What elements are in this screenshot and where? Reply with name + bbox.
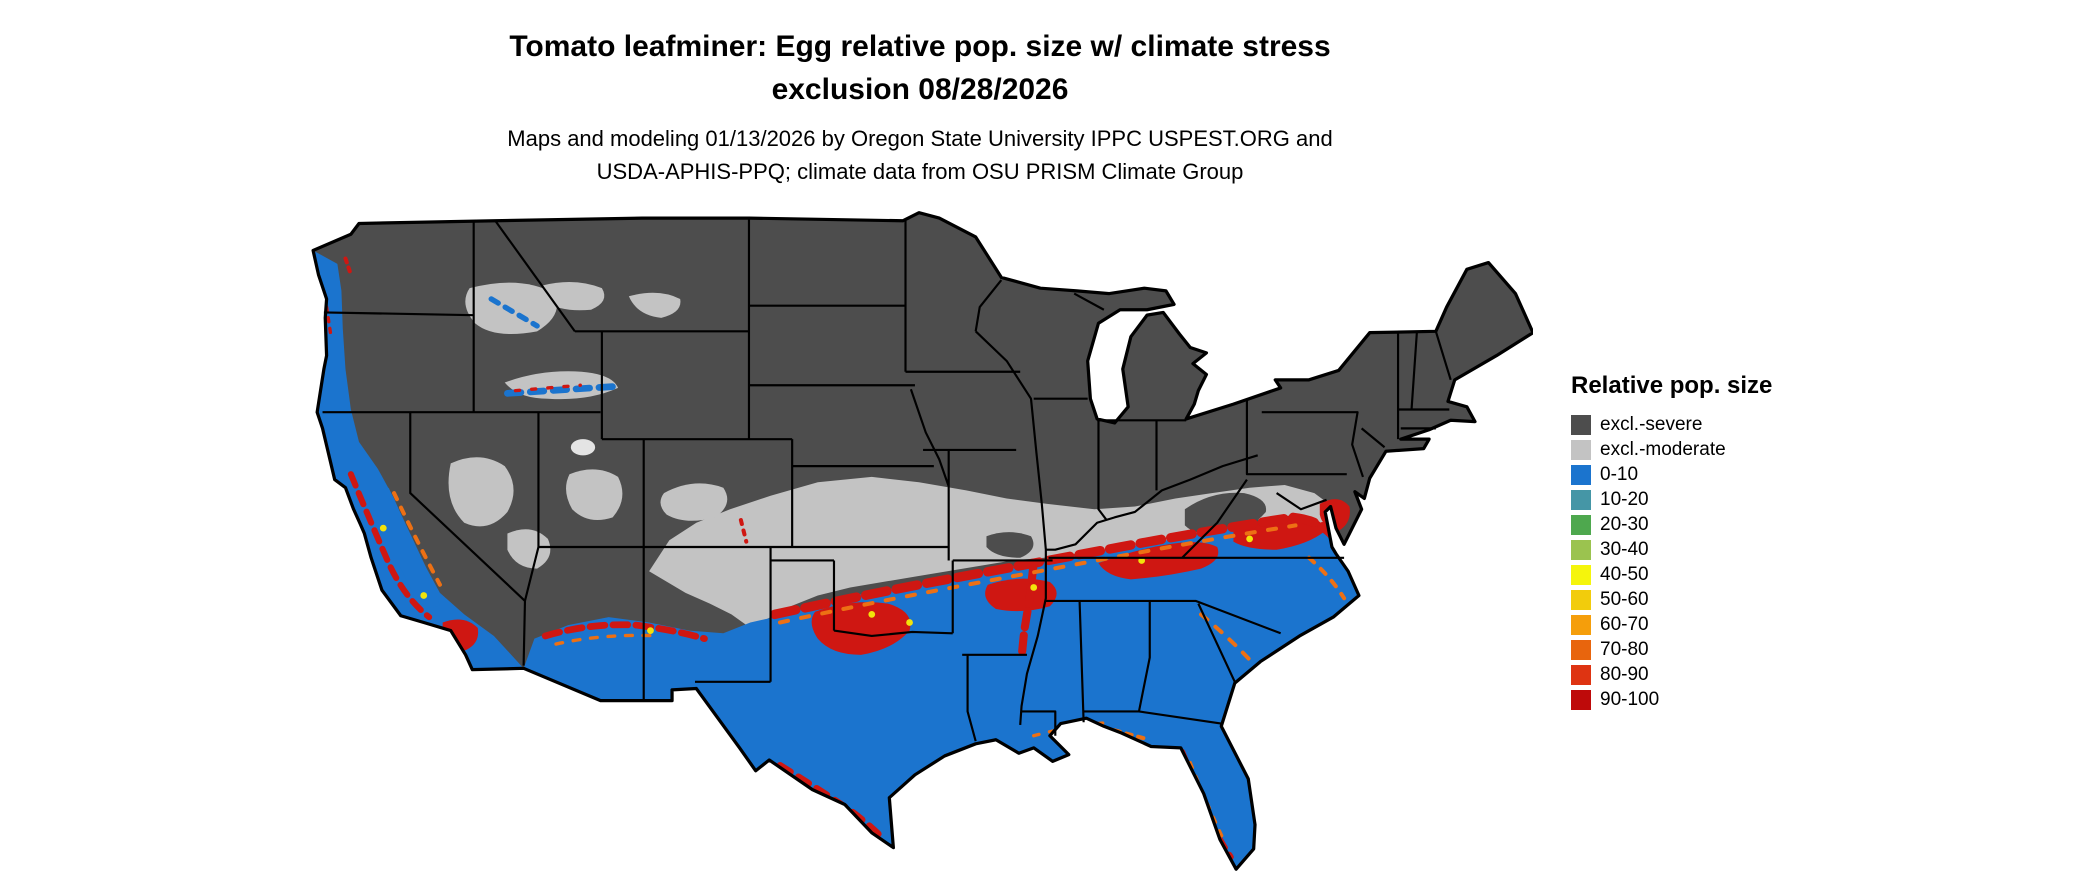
map-subtitle-line2: USDA-APHIS-PPQ; climate data from OSU PR… [596, 159, 1244, 184]
legend-swatch [1571, 614, 1591, 635]
legend-item-label: 0-10 [1600, 463, 1639, 485]
legend-swatch [1571, 689, 1591, 710]
legend-item-label: 20-30 [1600, 513, 1649, 535]
legend-swatch [1571, 464, 1591, 485]
legend-item-label: excl.-moderate [1600, 438, 1726, 460]
legend-item-label: 40-50 [1600, 563, 1649, 585]
legend-swatch [1571, 664, 1591, 685]
legend-item: excl.-moderate [1571, 437, 1831, 462]
legend-item-label: 30-40 [1600, 538, 1649, 560]
legend-item: 50-60 [1571, 587, 1831, 612]
legend-item: excl.-severe [1571, 412, 1831, 437]
legend-title: Relative pop. size [1571, 372, 1773, 399]
map-subtitle: Maps and modeling 01/13/2026 by Oregon S… [0, 122, 1840, 188]
map-subtitle-line1: Maps and modeling 01/13/2026 by Oregon S… [507, 126, 1333, 151]
legend-item-label: 80-90 [1600, 663, 1649, 685]
state-borders [322, 218, 1452, 742]
legend-swatch [1571, 414, 1591, 435]
legend-item-label: 90-100 [1600, 688, 1660, 710]
legend-item: 0-10 [1571, 462, 1831, 487]
legend-swatch [1571, 439, 1591, 460]
map-title: Tomato leafminer: Egg relative pop. size… [0, 26, 1840, 111]
conus-outline [311, 211, 1533, 871]
legend-item: 20-30 [1571, 512, 1831, 537]
legend-swatch [1571, 564, 1591, 585]
map-legend: Relative pop. size excl.-severe excl.-mo… [1571, 372, 1831, 712]
map-title-line1: Tomato leafminer: Egg relative pop. size… [509, 30, 1331, 63]
legend-swatch [1571, 489, 1591, 510]
legend-swatch [1571, 539, 1591, 560]
legend-item-label: 70-80 [1600, 638, 1649, 660]
legend-item-label: 10-20 [1600, 488, 1649, 510]
legend-item-label: 60-70 [1600, 613, 1649, 635]
us-map-svg [311, 211, 1533, 871]
us-conus-map [305, 210, 1533, 884]
legend-item: 60-70 [1571, 612, 1831, 637]
legend-swatch [1571, 639, 1591, 660]
great-salt-lake [570, 439, 596, 456]
legend-item: 70-80 [1571, 637, 1831, 662]
legend-swatch [1571, 514, 1591, 535]
legend-swatch [1571, 589, 1591, 610]
legend-item: 90-100 [1571, 687, 1831, 712]
legend-item: 30-40 [1571, 537, 1831, 562]
map-blue-specks [488, 296, 617, 397]
legend-item-label: excl.-severe [1600, 413, 1703, 435]
legend-item: 80-90 [1571, 662, 1831, 687]
legend-item: 40-50 [1571, 562, 1831, 587]
map-title-line2: exclusion 08/28/2026 [771, 72, 1069, 106]
legend-item: 10-20 [1571, 487, 1831, 512]
legend-item-label: 50-60 [1600, 588, 1649, 610]
map-region-excl-moderate [448, 282, 1336, 628]
